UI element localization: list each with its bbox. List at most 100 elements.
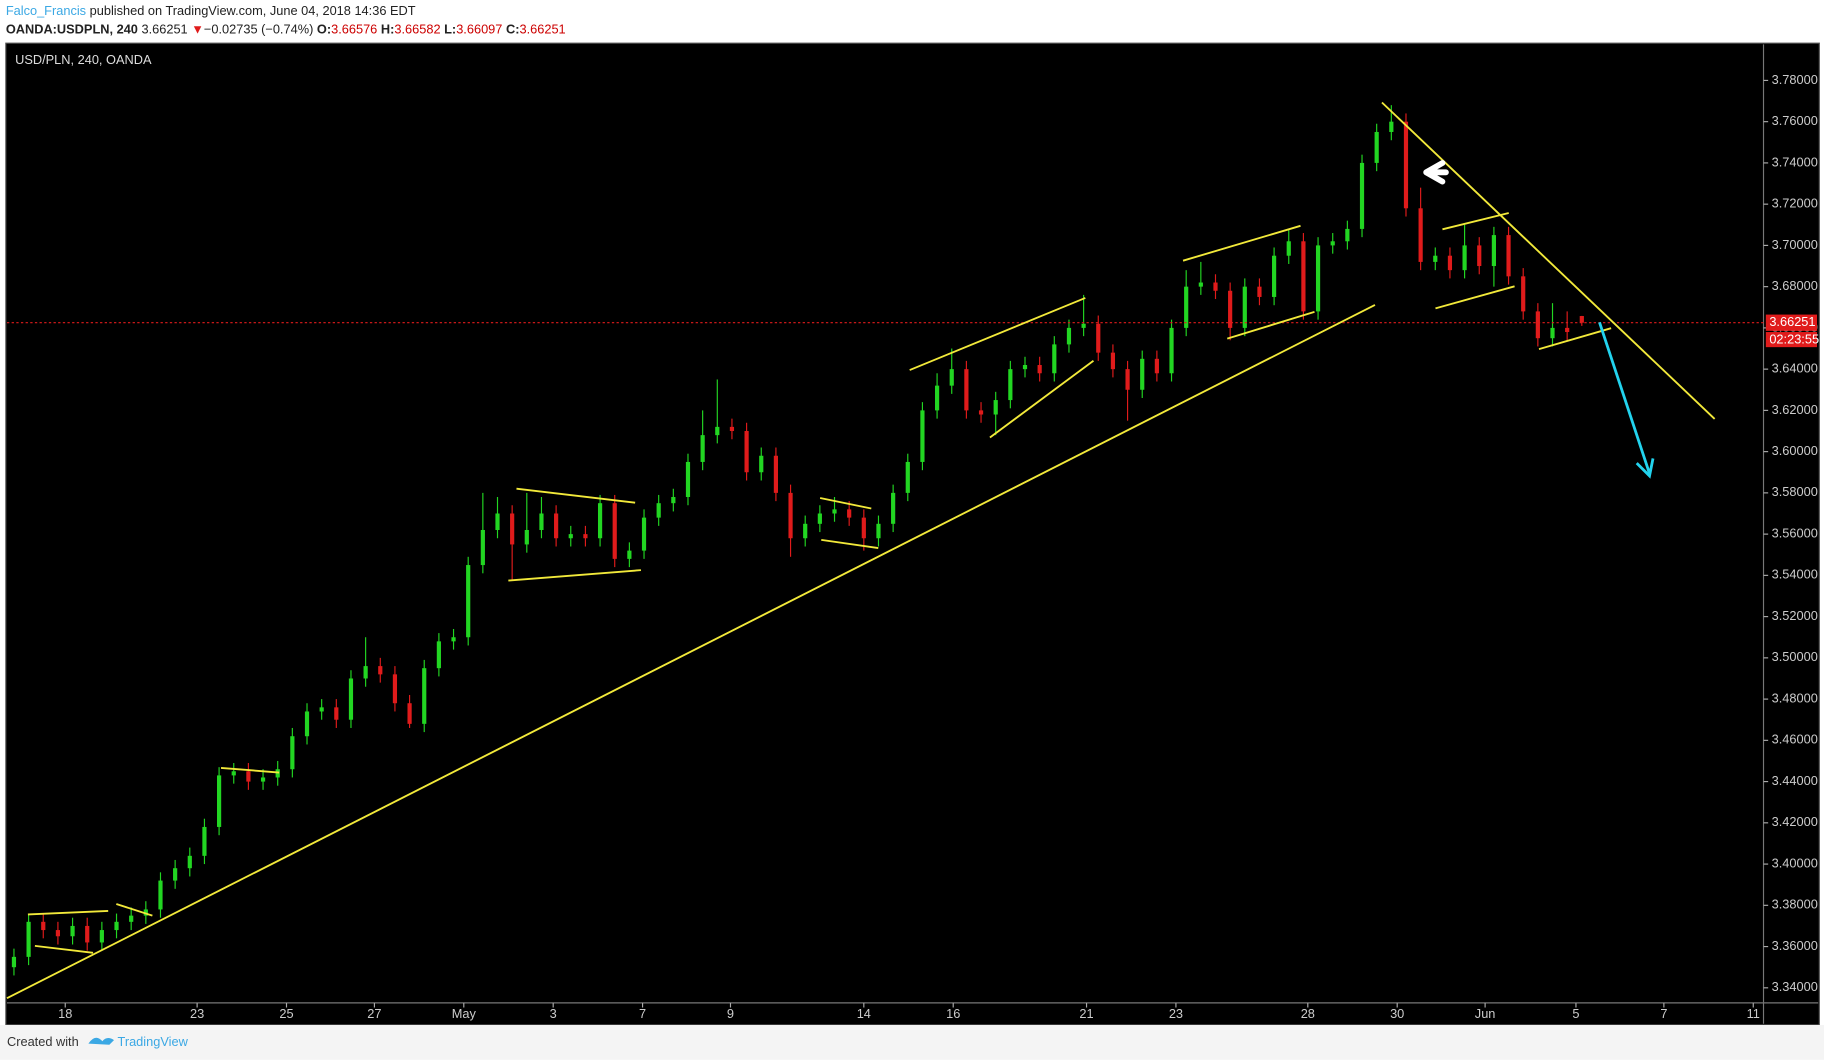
candle-body <box>934 385 940 411</box>
candle-body <box>173 868 178 881</box>
channel-line <box>27 910 109 916</box>
candle-body <box>1184 286 1189 328</box>
candle-body <box>1169 327 1174 374</box>
chart-title: USD/PLN, 240, OANDA <box>15 52 152 67</box>
last-price-label: 3.66251 <box>1769 314 1815 329</box>
plot <box>6 105 1764 976</box>
channel-line <box>516 487 636 504</box>
candle-body <box>729 426 735 432</box>
y-tick-label: 3.60000 <box>1772 443 1818 458</box>
candle-body <box>99 930 104 943</box>
candle-body <box>1579 316 1584 323</box>
candle-body <box>436 641 441 669</box>
candle-body <box>1506 235 1511 277</box>
candle-body <box>1198 282 1203 287</box>
candle-body <box>407 703 412 724</box>
candle-body <box>685 461 691 497</box>
candle-body <box>187 855 192 869</box>
candle-body <box>466 565 471 638</box>
h-label: H: <box>381 22 395 37</box>
candle-body <box>920 410 925 462</box>
footer-brand[interactable]: TradingView <box>117 1034 188 1049</box>
footer <box>0 1024 1824 1060</box>
candle-body <box>1081 323 1086 328</box>
x-tick-label: May <box>452 1006 477 1021</box>
y-tick-label: 3.44000 <box>1772 773 1818 788</box>
x-tick-label: 7 <box>639 1006 646 1021</box>
symbol: OANDA:USDPLN, 240 <box>6 22 138 37</box>
candle-body <box>378 666 383 675</box>
candle-body <box>1022 365 1028 370</box>
x-tick-label: 14 <box>857 1006 871 1021</box>
candle-body <box>480 529 485 566</box>
candle-body <box>1315 245 1321 312</box>
candle-body <box>597 503 603 539</box>
candle-body <box>1374 131 1379 163</box>
x-tick-label: 9 <box>727 1006 734 1021</box>
channel-line <box>1226 310 1315 340</box>
candle-body <box>41 921 46 931</box>
author[interactable]: Falco_Francis <box>6 3 86 18</box>
last: 3.66251 <box>141 22 187 37</box>
y-tick-label: 3.54000 <box>1772 567 1818 582</box>
y-tick-label: 3.36000 <box>1772 938 1818 953</box>
candle-body <box>304 711 310 737</box>
pointer-arrow <box>1423 160 1449 185</box>
candle-body <box>1228 290 1233 328</box>
candle-body <box>114 921 119 931</box>
candle-body <box>861 517 866 539</box>
candle-body <box>583 534 588 539</box>
published: published on TradingView.com, June 04, 2… <box>90 3 416 18</box>
y-tick-label: 3.68000 <box>1772 278 1818 293</box>
candle-body <box>847 509 852 518</box>
y-tick-label: 3.56000 <box>1772 525 1818 540</box>
candle-body <box>1125 369 1130 390</box>
candle-body <box>1140 358 1145 390</box>
candle-body <box>949 369 954 386</box>
footer-created: Created with <box>7 1034 79 1049</box>
candle-body <box>891 492 896 524</box>
candle-body <box>11 956 17 968</box>
x-tick-label: 23 <box>1169 1006 1183 1021</box>
candle-body <box>744 431 749 473</box>
y-tick-label: 3.50000 <box>1772 649 1818 664</box>
c-value: 3.66251 <box>519 22 565 37</box>
candle-body <box>993 400 998 415</box>
candle-body <box>524 529 529 545</box>
candle-body <box>876 523 881 539</box>
channel-line <box>1435 285 1515 310</box>
candle-body <box>788 492 793 539</box>
candle-body <box>290 736 295 770</box>
candle-body <box>978 410 984 415</box>
y-tick-label: 3.78000 <box>1772 72 1818 87</box>
candle-body <box>1521 276 1526 312</box>
candle-body <box>1359 162 1365 229</box>
candle-body <box>495 513 500 530</box>
x-tick-label: 28 <box>1301 1006 1315 1021</box>
candle-body <box>1433 255 1438 262</box>
chart-area <box>5 42 1820 1026</box>
candle-body <box>1477 245 1482 267</box>
change: −0.02735 (−0.74%) <box>204 22 313 37</box>
candle-body <box>759 455 764 473</box>
y-tick-label: 3.76000 <box>1772 113 1818 128</box>
y-tick-label: 3.48000 <box>1772 690 1818 705</box>
countdown: 02:23:55 <box>1769 332 1819 347</box>
logo <box>88 1037 114 1045</box>
candle-body <box>26 921 31 957</box>
x-tick-label: 25 <box>279 1006 293 1021</box>
candle-body <box>1066 327 1072 345</box>
x-tick-label: 23 <box>190 1006 204 1021</box>
y-tick-label: 3.46000 <box>1772 732 1818 747</box>
channel-line <box>821 538 879 549</box>
candle-body <box>803 523 808 539</box>
y-tick-label: 3.52000 <box>1772 608 1818 623</box>
y-tick-label: 3.64000 <box>1772 361 1818 376</box>
candle-body <box>55 930 61 937</box>
y-tick-label: 3.42000 <box>1772 814 1818 829</box>
candle-body <box>1096 323 1101 353</box>
candle-body <box>612 503 617 559</box>
x-tick-label: 27 <box>367 1006 381 1021</box>
